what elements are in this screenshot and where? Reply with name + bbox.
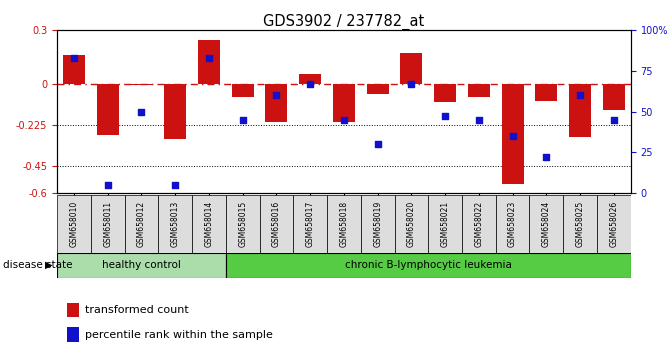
- Text: GSM658015: GSM658015: [238, 201, 247, 247]
- Text: GSM658014: GSM658014: [205, 201, 213, 247]
- Bar: [361, 195, 395, 253]
- Point: [507, 133, 518, 139]
- Bar: [57, 253, 225, 278]
- Bar: [434, 84, 456, 102]
- Bar: [529, 195, 563, 253]
- Text: healthy control: healthy control: [102, 261, 181, 270]
- Text: disease state: disease state: [3, 260, 73, 270]
- Bar: [125, 195, 158, 253]
- Text: GSM658025: GSM658025: [576, 201, 584, 247]
- Text: chronic B-lymphocytic leukemia: chronic B-lymphocytic leukemia: [345, 261, 512, 270]
- Bar: [225, 195, 260, 253]
- Bar: [260, 195, 293, 253]
- Bar: [502, 84, 523, 184]
- Bar: [97, 84, 119, 135]
- Point: [372, 141, 383, 147]
- Point: [440, 114, 450, 119]
- Bar: [366, 84, 389, 94]
- Bar: [535, 84, 558, 101]
- Point: [474, 117, 484, 122]
- Text: GSM658011: GSM658011: [103, 201, 112, 247]
- Point: [238, 117, 248, 122]
- Bar: [395, 195, 428, 253]
- Text: GSM658012: GSM658012: [137, 201, 146, 247]
- Bar: [57, 195, 91, 253]
- Bar: [299, 74, 321, 84]
- Point: [102, 182, 113, 188]
- Text: GSM658010: GSM658010: [69, 201, 79, 247]
- Text: ▶: ▶: [45, 260, 52, 270]
- Point: [575, 92, 586, 98]
- Bar: [496, 195, 529, 253]
- Bar: [130, 84, 152, 85]
- Point: [68, 55, 79, 61]
- Bar: [327, 195, 361, 253]
- Text: GSM658016: GSM658016: [272, 201, 281, 247]
- Point: [136, 109, 147, 114]
- Text: GSM658024: GSM658024: [542, 201, 551, 247]
- Bar: [158, 195, 192, 253]
- Bar: [569, 84, 591, 137]
- Point: [203, 55, 214, 61]
- Text: GSM658021: GSM658021: [441, 201, 450, 247]
- Text: transformed count: transformed count: [85, 305, 189, 315]
- Point: [305, 81, 315, 87]
- Text: GSM658020: GSM658020: [407, 201, 416, 247]
- Text: GSM658026: GSM658026: [609, 201, 619, 247]
- Bar: [563, 195, 597, 253]
- Bar: [63, 56, 85, 84]
- Bar: [164, 84, 186, 139]
- Bar: [293, 195, 327, 253]
- Bar: [603, 84, 625, 110]
- Point: [406, 81, 417, 87]
- Text: GSM658019: GSM658019: [373, 201, 382, 247]
- Bar: [266, 84, 287, 122]
- Text: percentile rank within the sample: percentile rank within the sample: [85, 330, 272, 339]
- Text: GSM658013: GSM658013: [170, 201, 180, 247]
- Bar: [597, 195, 631, 253]
- Bar: [225, 253, 631, 278]
- Bar: [333, 84, 355, 122]
- Bar: [192, 195, 225, 253]
- Point: [609, 117, 619, 122]
- Text: GSM658018: GSM658018: [340, 201, 348, 247]
- Bar: [468, 84, 490, 97]
- Bar: [401, 53, 422, 84]
- Point: [541, 154, 552, 160]
- Text: GSM658017: GSM658017: [305, 201, 315, 247]
- Bar: [462, 195, 496, 253]
- Point: [170, 182, 180, 188]
- Bar: [198, 40, 220, 84]
- Point: [271, 92, 282, 98]
- Title: GDS3902 / 237782_at: GDS3902 / 237782_at: [263, 14, 425, 30]
- Text: GSM658023: GSM658023: [508, 201, 517, 247]
- Point: [339, 117, 350, 122]
- Bar: [428, 195, 462, 253]
- Text: GSM658022: GSM658022: [474, 201, 483, 247]
- Bar: [231, 84, 254, 97]
- Bar: [91, 195, 125, 253]
